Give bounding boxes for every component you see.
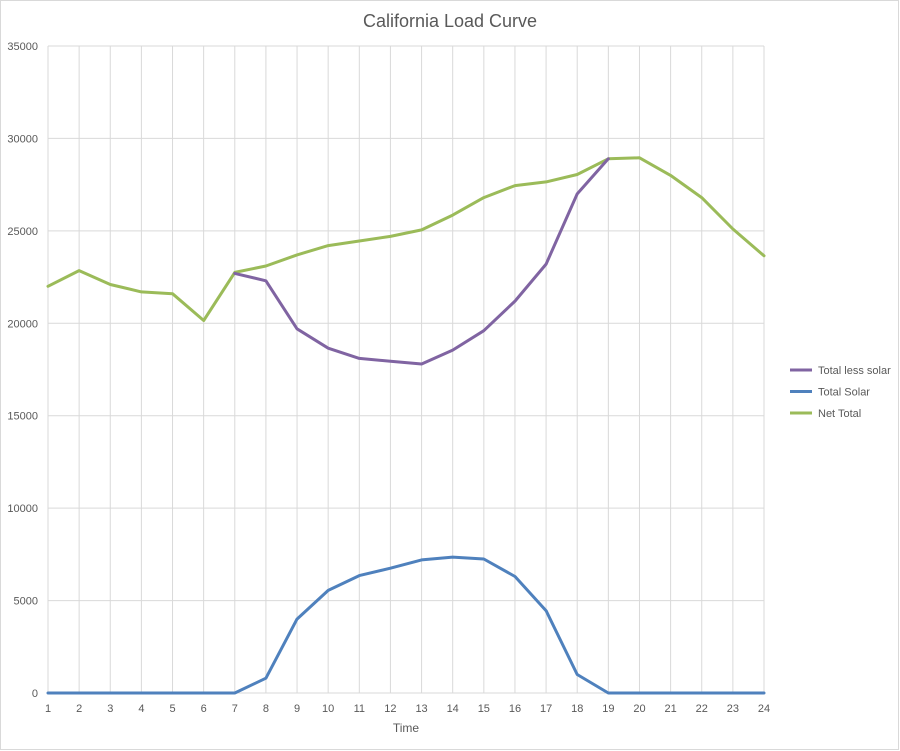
- x-tick-label: 2: [76, 703, 82, 715]
- x-tick-label: 20: [633, 703, 645, 715]
- legend-item: Total less solar: [790, 365, 891, 377]
- x-tick-label: 22: [696, 703, 708, 715]
- x-tick-label: 10: [322, 703, 334, 715]
- y-axis-ticks: 0 5000 10000 15000 20000 25000 30000 35000: [7, 41, 38, 700]
- y-tick-label: 10000: [7, 503, 38, 515]
- y-tick-label: 0: [32, 688, 38, 700]
- series-line-net-total: [46, 156, 766, 322]
- series-line-total-less-solar: [233, 157, 610, 366]
- x-tick-label: 9: [294, 703, 300, 715]
- x-tick-label: 24: [758, 703, 770, 715]
- x-tick-label: 18: [571, 703, 583, 715]
- y-tick-label: 5000: [14, 596, 38, 608]
- x-tick-label: 5: [169, 703, 175, 715]
- legend-item: Total Solar: [790, 387, 870, 399]
- x-tick-label: 7: [232, 703, 238, 715]
- x-axis-title: Time: [393, 721, 420, 735]
- y-tick-label: 15000: [7, 411, 38, 423]
- x-tick-label: 21: [664, 703, 676, 715]
- y-tick-label: 20000: [7, 318, 38, 330]
- x-tick-label: 8: [263, 703, 269, 715]
- x-tick-label: 12: [384, 703, 396, 715]
- y-tick-label: 35000: [7, 41, 38, 53]
- legend: Total less solar Total Solar Net Total: [790, 365, 891, 420]
- x-tick-label: 14: [447, 703, 459, 715]
- x-tick-label: 3: [107, 703, 113, 715]
- chart-title: California Load Curve: [363, 11, 537, 31]
- x-tick-label: 1: [45, 703, 51, 715]
- legend-item: Net Total: [790, 408, 861, 420]
- x-tick-label: 17: [540, 703, 552, 715]
- x-tick-label: 15: [478, 703, 490, 715]
- legend-label: Total Solar: [818, 387, 870, 399]
- x-tick-label: 4: [138, 703, 144, 715]
- x-tick-label: 13: [415, 703, 427, 715]
- x-tick-label: 23: [727, 703, 739, 715]
- series-line-total-solar: [46, 555, 766, 695]
- legend-label: Net Total: [818, 408, 861, 420]
- gridlines: [47, 45, 765, 694]
- legend-label: Total less solar: [818, 365, 891, 377]
- x-tick-label: 6: [201, 703, 207, 715]
- x-axis-ticks: 1 2 3 4 5 6 7 8 9 10 11 12 13 14 15 16 17 18 19 20 21 22 23 24: [45, 703, 770, 715]
- series-lines: [46, 156, 766, 695]
- x-tick-label: 16: [509, 703, 521, 715]
- x-tick-label: 19: [602, 703, 614, 715]
- y-tick-label: 25000: [7, 226, 38, 238]
- y-tick-label: 30000: [7, 133, 38, 145]
- x-tick-label: 11: [354, 703, 365, 715]
